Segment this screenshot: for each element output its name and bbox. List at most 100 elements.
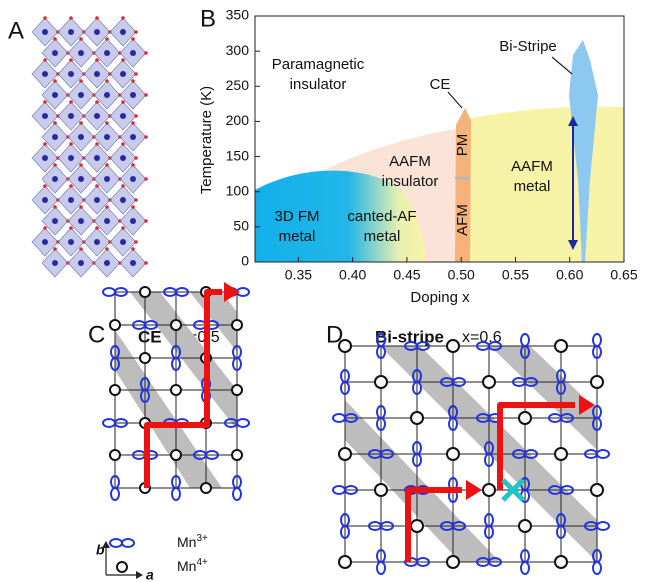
y-tick-label: 250: [226, 77, 250, 93]
axis-name: b: [96, 542, 105, 558]
atom: [134, 72, 138, 76]
y-tick-label: 350: [226, 7, 250, 23]
arrow-head: [102, 541, 143, 579]
orbital: [110, 539, 122, 547]
atom: [131, 205, 135, 209]
doping-label: x=0.6: [462, 329, 502, 346]
mn4-site: [591, 376, 603, 388]
atom: [120, 197, 126, 203]
atom: [105, 121, 109, 125]
atom: [68, 29, 74, 35]
x-tick-label: 0.55: [502, 267, 529, 283]
y-tick-label: 150: [226, 147, 250, 163]
region-label: PM: [454, 134, 471, 157]
mn4-site: [171, 450, 181, 460]
mn4-site: [519, 520, 531, 532]
orbital: [233, 488, 241, 500]
atom: [121, 16, 125, 20]
atom: [144, 51, 148, 55]
atom: [130, 92, 136, 98]
lattice: [103, 282, 249, 500]
x-tick-label: 0.50: [448, 267, 475, 283]
region-label: Paramagnetic insulator: [272, 56, 365, 93]
atom: [131, 247, 135, 251]
atom: [134, 30, 138, 34]
atom: [42, 239, 48, 245]
orbital: [172, 488, 180, 500]
atom: [52, 176, 58, 182]
mn4-site: [201, 483, 211, 493]
legend-label: Mn3+: [177, 533, 208, 550]
legend-text: Mn: [177, 534, 196, 550]
atom: [68, 113, 74, 119]
label-line: metal: [514, 178, 551, 195]
legend: [110, 539, 134, 572]
atom: [43, 100, 47, 104]
atom: [121, 226, 125, 230]
region-label: CE: [430, 76, 451, 93]
atom: [134, 156, 138, 160]
atom: [130, 218, 136, 224]
mn4-site: [339, 556, 351, 568]
mn4-site: [411, 520, 423, 532]
mn4-site: [375, 376, 387, 388]
orbital: [333, 414, 345, 422]
orbital: [111, 488, 119, 500]
x-tick-label: 0.40: [339, 267, 366, 283]
atom: [105, 163, 109, 167]
y-tick-label: 200: [226, 112, 250, 128]
atom: [69, 142, 73, 146]
atom: [105, 247, 109, 251]
atom: [130, 50, 136, 56]
atom: [78, 50, 84, 56]
mn4-site: [555, 556, 567, 568]
mn4-site: [411, 412, 423, 424]
orbital: [521, 562, 529, 574]
atom: [43, 16, 47, 20]
x-tick-label: 0.60: [556, 267, 583, 283]
atom: [52, 50, 58, 56]
atom: [42, 155, 48, 161]
orbital: [237, 419, 249, 427]
atom: [120, 71, 126, 77]
mn4-site: [171, 320, 181, 330]
atom: [69, 16, 73, 20]
atom: [134, 114, 138, 118]
atom: [95, 16, 99, 20]
atom: [95, 142, 99, 146]
atom: [131, 121, 135, 125]
atom: [95, 58, 99, 62]
label-line: insulator: [290, 76, 347, 93]
atom: [121, 184, 125, 188]
atom: [130, 134, 136, 140]
legend-text: Mn: [177, 558, 196, 574]
mn4-site: [375, 484, 387, 496]
label-line: 3D FM: [275, 208, 320, 225]
region-label: AFM: [454, 204, 471, 236]
mn4-site: [447, 448, 459, 460]
x-tick-label: 0.65: [610, 267, 637, 283]
atom: [120, 113, 126, 119]
panel-label: C: [88, 321, 105, 348]
atom: [144, 261, 148, 265]
atom: [144, 177, 148, 181]
atom: [95, 226, 99, 230]
atom: [43, 58, 47, 62]
y-axis-label: Temperature (K): [198, 86, 215, 194]
mn4-site: [110, 320, 120, 330]
y-tick-label: 0: [241, 253, 249, 269]
mn4-site: [591, 484, 603, 496]
atom: [104, 260, 110, 266]
atom: [69, 184, 73, 188]
atom: [105, 37, 109, 41]
atom: [69, 100, 73, 104]
label-line: Paramagnetic: [272, 56, 365, 73]
atom: [43, 142, 47, 146]
atom: [94, 155, 100, 161]
atom: [104, 218, 110, 224]
label-line: metal: [279, 228, 316, 245]
atom: [42, 113, 48, 119]
label-line: AAFM: [389, 153, 431, 170]
atom: [105, 205, 109, 209]
mn4-site: [110, 450, 120, 460]
